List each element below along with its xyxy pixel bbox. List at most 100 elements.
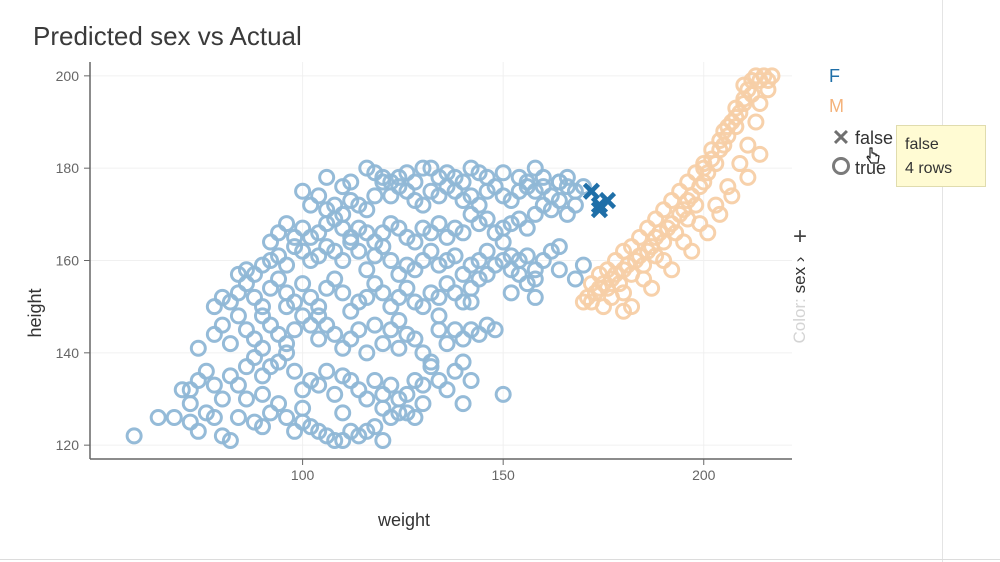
data-point-circle bbox=[221, 367, 239, 385]
data-point-circle bbox=[205, 325, 223, 343]
data-point-circle bbox=[470, 196, 488, 214]
data-point-circle bbox=[631, 228, 649, 246]
data-point-circle bbox=[723, 187, 741, 205]
data-point-circle bbox=[221, 432, 239, 450]
data-point-circle bbox=[213, 390, 231, 408]
data-point-circle bbox=[253, 385, 271, 403]
data-point-circle bbox=[374, 399, 392, 417]
data-point-circle bbox=[278, 335, 296, 353]
color-field-value[interactable]: sex bbox=[790, 266, 809, 294]
data-point-circle bbox=[237, 321, 255, 339]
data-point-circle bbox=[711, 131, 729, 149]
data-point-circle bbox=[390, 265, 408, 283]
x-tick-label: 150 bbox=[491, 467, 515, 483]
data-point-circle bbox=[310, 376, 328, 394]
legend-tooltip: false 4 rows bbox=[896, 125, 986, 187]
x-marker-stroke bbox=[590, 196, 609, 214]
data-point-circle bbox=[478, 168, 496, 186]
data-point-circle bbox=[350, 381, 368, 399]
data-point-circle bbox=[358, 390, 376, 408]
data-point-circle bbox=[253, 307, 271, 325]
data-point-circle bbox=[502, 284, 520, 302]
y-axis-label: height bbox=[25, 288, 45, 337]
data-point-circle bbox=[727, 108, 745, 126]
data-point-circle bbox=[318, 279, 336, 297]
data-point-circle bbox=[406, 330, 424, 348]
data-point-circle bbox=[454, 173, 472, 191]
data-point-circle bbox=[707, 196, 725, 214]
data-point-circle bbox=[518, 219, 536, 237]
data-point-circle bbox=[149, 408, 167, 426]
data-point-circle bbox=[229, 376, 247, 394]
y-tick-label: 200 bbox=[56, 68, 80, 84]
data-point-circle bbox=[229, 307, 247, 325]
data-point-circle bbox=[358, 344, 376, 362]
data-point-circle bbox=[526, 288, 544, 306]
data-point-circle bbox=[237, 390, 255, 408]
data-point-circle bbox=[699, 224, 717, 242]
data-points[interactable] bbox=[125, 67, 781, 450]
data-point-circle bbox=[302, 196, 320, 214]
data-point-circle bbox=[310, 330, 328, 348]
data-point-circle bbox=[366, 316, 384, 334]
data-point-circle bbox=[221, 335, 239, 353]
data-point-circle bbox=[438, 381, 456, 399]
x-marker-stroke bbox=[582, 182, 601, 200]
data-point-circle bbox=[430, 321, 448, 339]
x-marker-icon: ✕ bbox=[831, 125, 851, 150]
legend-item-m[interactable]: M bbox=[829, 96, 844, 117]
data-point-circle bbox=[205, 298, 223, 316]
data-point-circle bbox=[286, 228, 304, 246]
data-point-circle bbox=[663, 191, 681, 209]
data-point-circle bbox=[366, 275, 384, 293]
legend-label-m: M bbox=[829, 96, 844, 116]
data-point-circle bbox=[526, 270, 544, 288]
data-point-circle bbox=[374, 432, 392, 450]
data-point-circle bbox=[382, 298, 400, 316]
data-point-circle bbox=[759, 71, 777, 89]
data-point-circle bbox=[643, 279, 661, 297]
data-point-circle bbox=[310, 298, 328, 316]
data-point-circle bbox=[358, 288, 376, 306]
data-point-circle bbox=[414, 159, 432, 177]
chevron-icon[interactable]: › bbox=[790, 256, 809, 263]
data-point-circle bbox=[253, 339, 271, 357]
y-tick-label: 180 bbox=[56, 160, 80, 176]
data-point-circle bbox=[382, 321, 400, 339]
data-point-circle bbox=[334, 205, 352, 223]
data-point-circle bbox=[414, 376, 432, 394]
data-point-circle bbox=[286, 362, 304, 380]
tooltip-count: 4 rows bbox=[905, 160, 953, 177]
panel-divider bbox=[942, 0, 943, 562]
legend-item-f[interactable]: F bbox=[829, 66, 840, 87]
data-point-circle bbox=[342, 173, 360, 191]
legend-item-false[interactable]: ✕ false bbox=[831, 127, 893, 149]
bottom-divider bbox=[0, 559, 1000, 560]
data-point-circle bbox=[558, 205, 576, 223]
data-point-circle bbox=[229, 284, 247, 302]
y-tick-label: 120 bbox=[56, 437, 80, 453]
data-point-circle bbox=[278, 408, 296, 426]
data-point-circle bbox=[326, 270, 344, 288]
data-point-circle bbox=[278, 256, 296, 274]
data-point-circle bbox=[302, 288, 320, 306]
data-point-circle bbox=[687, 196, 705, 214]
add-encoding-button[interactable]: + bbox=[792, 223, 807, 250]
data-point-circle bbox=[189, 372, 207, 390]
data-point-circle bbox=[462, 205, 480, 223]
data-point-x-marker bbox=[582, 182, 601, 200]
data-point-circle bbox=[237, 275, 255, 293]
data-point-circle bbox=[334, 252, 352, 269]
data-point-circle bbox=[446, 362, 464, 380]
data-point-circle bbox=[550, 261, 568, 279]
data-point-circle bbox=[374, 284, 392, 302]
color-encoding-control[interactable]: Color: sex › bbox=[790, 257, 810, 344]
data-point-circle bbox=[594, 298, 612, 316]
data-point-circle bbox=[566, 270, 584, 288]
data-point-circle bbox=[189, 339, 207, 357]
data-point-circle bbox=[270, 395, 288, 413]
data-point-circle bbox=[358, 261, 376, 279]
data-point-circle bbox=[286, 321, 304, 339]
data-point-circle bbox=[719, 178, 737, 196]
